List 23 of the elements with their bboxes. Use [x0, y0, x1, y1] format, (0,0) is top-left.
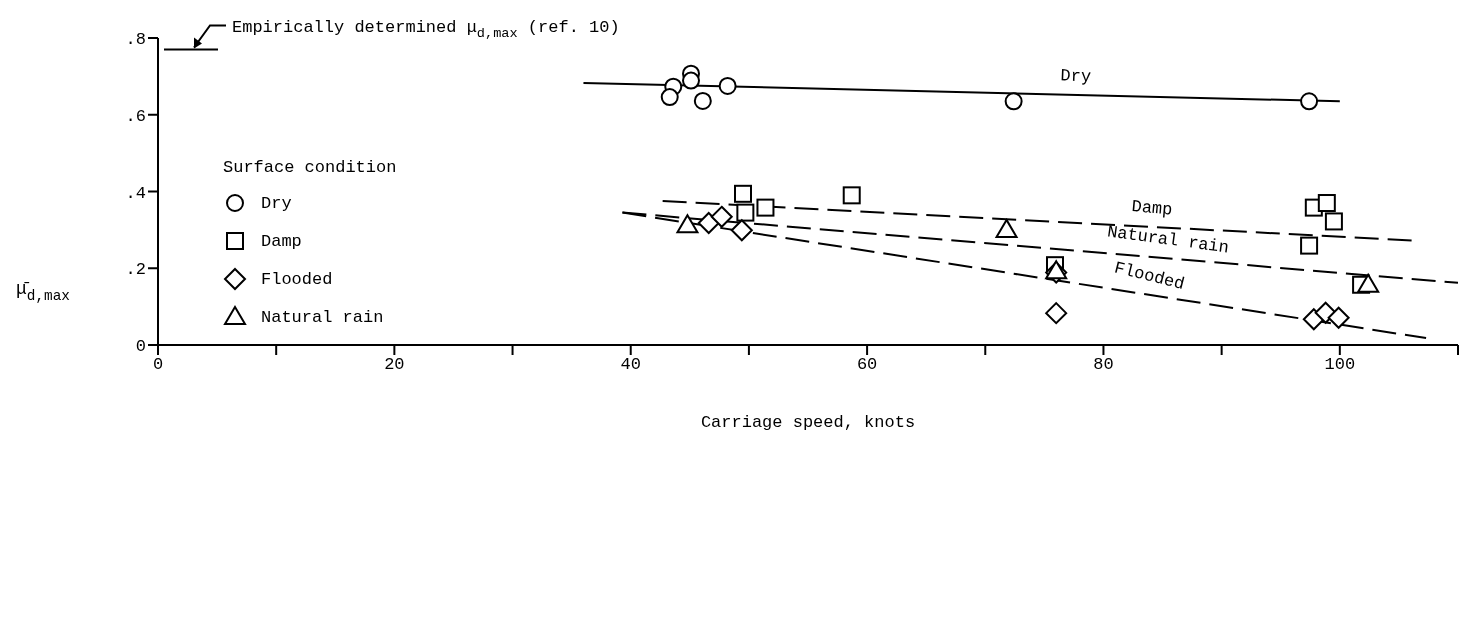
x-tick-label: 100 [1324, 355, 1356, 375]
series-label: Damp [1130, 197, 1174, 220]
legend-label: Flooded [261, 269, 333, 289]
x-tick-label: 40 [620, 355, 641, 375]
y-tick-label: .8 [125, 30, 146, 50]
legend-title: Surface condition [223, 158, 397, 177]
y-axis-title: μ̄$_{d,max}$ [16, 279, 70, 305]
legend-label: Natural rain [261, 307, 384, 327]
y-tick-label: 0 [135, 337, 146, 357]
legend-label: Empirically determined μ$_{d,max}$ (ref. 10) [232, 17, 620, 42]
x-tick-label: 60 [856, 355, 878, 375]
x-axis-title: Carriage speed, knots [700, 413, 916, 433]
text: Flooded [1112, 258, 1187, 295]
y-tick-label: .2 [125, 260, 146, 280]
x-tick-label: 80 [1093, 355, 1114, 375]
x-tick-label: 20 [384, 355, 405, 375]
legend-label: Damp [261, 231, 302, 251]
y-tick-label: .4 [125, 183, 146, 203]
legend-label: Dry [261, 193, 292, 213]
y-tick-label: .6 [125, 106, 146, 126]
text: Natural rain [1106, 222, 1230, 258]
series-label: Dry [1060, 66, 1092, 87]
x-tick-label: 0 [152, 355, 164, 375]
